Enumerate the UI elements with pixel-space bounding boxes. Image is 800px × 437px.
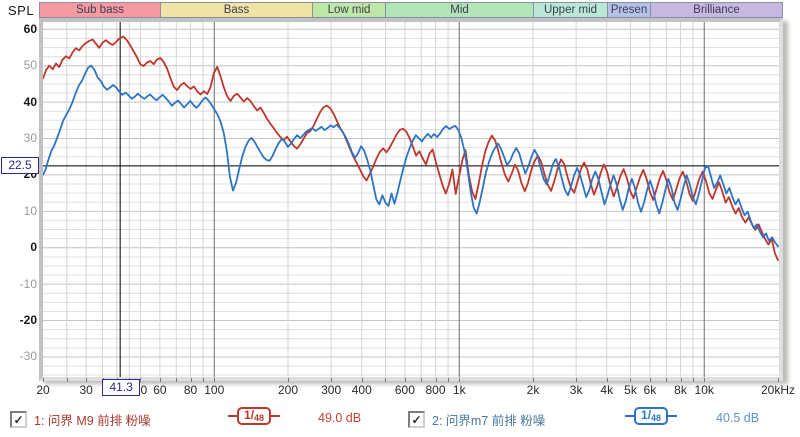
- trace-1-line-sample: [271, 415, 281, 417]
- y-axis-label--10: -10: [19, 276, 37, 291]
- x-tick: [331, 378, 332, 382]
- trace-2-line-sample: [625, 415, 634, 417]
- x-axis-label-6k: 6k: [643, 383, 657, 397]
- y-axis-label-30: 30: [23, 131, 37, 145]
- x-tick: [666, 378, 667, 382]
- cursor-crosshair: [43, 22, 779, 377]
- x-tick: [67, 378, 68, 382]
- x-axis-label-2k: 2k: [526, 383, 540, 397]
- x-axis-label-20: 20: [36, 383, 50, 397]
- x-tick: [533, 378, 534, 382]
- x-tick: [160, 378, 161, 382]
- x-tick: [436, 378, 437, 382]
- x-tick: [140, 378, 141, 382]
- cursor-freq-readout: 41.3: [102, 379, 141, 396]
- x-axis-label-8k: 8k: [674, 383, 687, 397]
- x-tick: [576, 378, 577, 382]
- band-low-mid: Low mid: [312, 3, 385, 17]
- cursor-spl-readout: 22.5: [1, 157, 39, 175]
- y-axis-label-50: 50: [23, 58, 37, 73]
- trace-2-visibility-checkbox[interactable]: ✓: [408, 411, 425, 428]
- x-axis-label-10k: 10k: [694, 383, 714, 397]
- y-axis-label--30: -30: [19, 349, 37, 364]
- y-axis-label-10: 10: [23, 203, 37, 218]
- x-axis-label-80: 80: [183, 383, 198, 397]
- trace-2[interactable]: [43, 64, 779, 248]
- x-tick: [459, 378, 460, 382]
- x-tick: [86, 378, 87, 382]
- x-axis-label-800: 800: [425, 383, 446, 397]
- x-tick: [421, 378, 422, 382]
- h-gridlines: [43, 28, 779, 376]
- x-tick: [448, 378, 449, 382]
- trace-1-smoothing-fraction: 1/48: [237, 407, 272, 425]
- x-tick: [650, 378, 651, 382]
- x-tick: [607, 378, 608, 382]
- x-tick: [630, 378, 631, 382]
- x-tick: [214, 378, 215, 382]
- v-gridlines: [66, 22, 705, 377]
- plot-frame: [39, 18, 783, 381]
- x-axis-label-1k: 1k: [452, 383, 466, 397]
- y-axis-label-40: 40: [23, 94, 37, 109]
- band-presen: Presen: [607, 3, 650, 17]
- trace-2-cursor-value: 40.5 dB: [716, 411, 760, 425]
- x-axis-label-4k: 4k: [600, 383, 614, 397]
- x-tick: [681, 378, 682, 382]
- plot-area[interactable]: [43, 22, 779, 377]
- x-tick: [693, 378, 694, 382]
- x-axis-label-3k: 3k: [569, 383, 583, 397]
- y-axis-label--20: -20: [19, 313, 37, 328]
- x-tick: [362, 378, 363, 382]
- legend-item-2: ✓ 2: 问界m7 前排 粉噪: [408, 410, 545, 429]
- trace-1-line-sample: [228, 415, 237, 417]
- checkmark-icon: ✓: [13, 412, 24, 427]
- band-sub-bass: Sub bass: [40, 3, 160, 17]
- x-axis-label-30: 30: [79, 383, 93, 397]
- x-tick: [43, 378, 44, 382]
- x-tick: [288, 378, 289, 382]
- trace-1-smoothing-badge[interactable]: 1/48: [228, 407, 281, 425]
- band-bass: Bass: [160, 3, 312, 17]
- band-mid: Mid: [385, 3, 533, 17]
- x-tick: [405, 378, 406, 382]
- x-axis-label-400: 400: [351, 383, 372, 397]
- x-axis-label-20khz: 20kHz: [760, 383, 796, 397]
- trace-2-line-sample: [668, 415, 678, 417]
- x-axis-label-5k: 5k: [624, 383, 637, 397]
- band-brilliance: Brilliance: [650, 3, 782, 17]
- x-tick: [176, 378, 177, 382]
- x-axis-label-200: 200: [277, 383, 299, 397]
- x-axis-label-600: 600: [394, 383, 415, 397]
- x-axis-label-100: 100: [204, 383, 225, 397]
- trace-2-smoothing-badge[interactable]: 1/48: [625, 407, 678, 425]
- trace-2-label[interactable]: 2: 问界m7 前排 粉噪: [432, 414, 546, 428]
- x-tick: [778, 378, 779, 382]
- trace-1-label[interactable]: 1: 问界 M9 前排 粉噪: [34, 414, 151, 428]
- legend-item-1: ✓ 1: 问界 M9 前排 粉噪: [10, 410, 151, 429]
- x-tick: [385, 378, 386, 382]
- band-upper-mid: Upper mid: [533, 3, 607, 17]
- checkmark-icon: ✓: [411, 412, 422, 427]
- x-axis-label-60: 60: [153, 383, 167, 397]
- trace-2-smoothing-fraction: 1/48: [634, 407, 669, 425]
- trace-1[interactable]: [43, 35, 779, 261]
- x-tick: [191, 378, 192, 382]
- x-tick: [203, 378, 204, 382]
- trace-1-visibility-checkbox[interactable]: ✓: [10, 411, 27, 428]
- trace-1-cursor-value: 49.0 dB: [318, 411, 362, 425]
- y-axis-label-0: 0: [30, 240, 37, 255]
- x-tick: [704, 378, 705, 382]
- y-axis-label-60: 60: [23, 21, 37, 36]
- x-axis-label-300: 300: [321, 383, 342, 397]
- frequency-band-header: Sub bass Bass Low mid Mid Upper mid Presen Bri…: [39, 2, 783, 18]
- spl-axis-title: SPL: [8, 3, 35, 18]
